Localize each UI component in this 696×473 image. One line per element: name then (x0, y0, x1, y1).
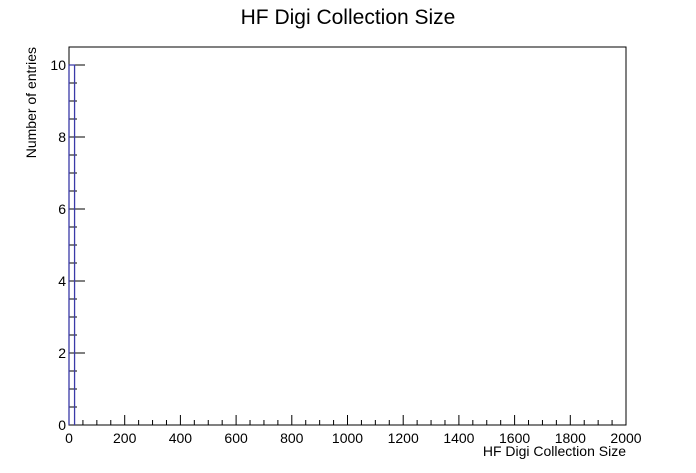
x-tick-label: 400 (169, 430, 193, 446)
y-tick-label: 2 (58, 345, 66, 361)
x-tick-label: 1600 (499, 430, 530, 446)
x-tick-label: 1400 (443, 430, 474, 446)
y-tick-label: 4 (58, 273, 66, 289)
x-tick-label: 1200 (388, 430, 419, 446)
y-axis-label: Number of entries (23, 47, 39, 158)
x-tick-label: 2000 (610, 430, 641, 446)
chart-title: HF Digi Collection Size (241, 6, 456, 29)
x-axis-tick-labels: 0 200 400 600 800 1000 1200 1400 1600 1800 2000 (65, 430, 642, 446)
x-tick-label: 600 (224, 430, 248, 446)
x-tick-label: 1000 (332, 430, 363, 446)
y-tick-label: 6 (58, 201, 66, 217)
x-tick-label: 200 (113, 430, 137, 446)
histogram-bar (68, 64, 76, 425)
y-axis-tick-labels: 0 2 4 6 8 10 (50, 57, 66, 433)
x-tick-label: 800 (280, 430, 304, 446)
histogram-bars (68, 64, 76, 425)
y-axis-ticks (69, 46, 85, 426)
x-axis-label: HF Digi Collection Size (483, 443, 626, 459)
y-tick-label: 0 (58, 417, 66, 433)
plot-frame (68, 46, 627, 426)
y-tick-label: 8 (58, 129, 66, 145)
x-axis-ticks (68, 415, 627, 425)
x-tick-label: 1800 (555, 430, 586, 446)
x-tick-label: 0 (65, 430, 73, 446)
y-tick-label: 10 (50, 57, 66, 73)
